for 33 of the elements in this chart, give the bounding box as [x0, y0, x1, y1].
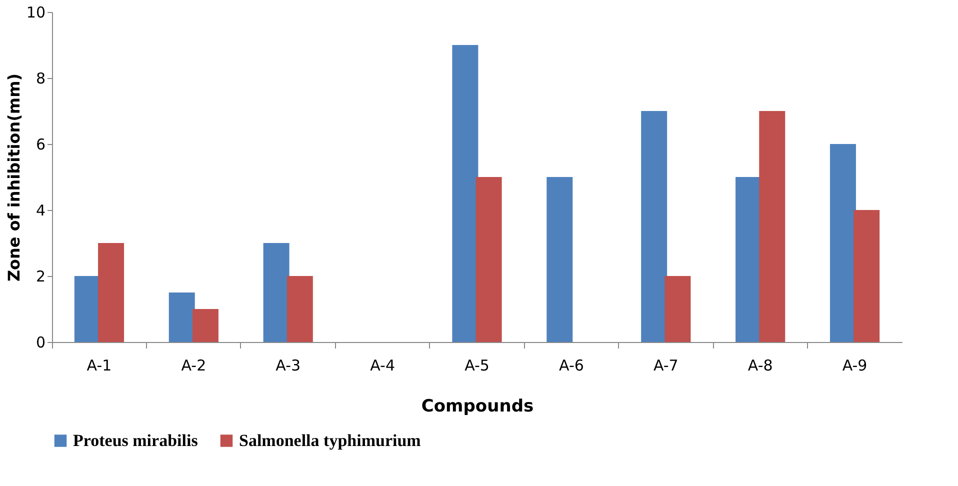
x-tick-label: A-8	[748, 356, 773, 374]
legend-label: Proteus mirabilis	[73, 430, 198, 450]
bar	[74, 276, 100, 342]
bar	[286, 276, 313, 342]
x-tick-label: A-4	[370, 356, 395, 374]
y-tick-label: 2	[36, 268, 46, 286]
x-tick-label: A-1	[86, 356, 112, 374]
bar	[168, 292, 195, 342]
x-tick-label: A-2	[181, 356, 206, 374]
x-tick-label: A-3	[276, 356, 301, 374]
bar	[830, 144, 856, 342]
bar	[759, 111, 786, 342]
x-axis-title: Compounds	[421, 396, 534, 416]
bar	[192, 309, 218, 342]
x-tick-label: A-9	[842, 356, 868, 374]
bar	[263, 243, 290, 342]
x-tick-label: A-6	[559, 356, 584, 374]
y-axis-title: Zone of inhibition(mm)	[4, 73, 24, 282]
y-tick-label: 4	[36, 202, 46, 220]
x-tick-label: A-5	[464, 356, 490, 374]
y-tick-label: 6	[36, 136, 46, 154]
bar	[664, 276, 691, 342]
y-tick-label: 0	[36, 334, 46, 352]
bar	[476, 177, 502, 342]
bar	[452, 45, 478, 342]
x-tick-label: A-7	[653, 356, 678, 374]
y-tick-label: 10	[26, 4, 46, 22]
bar	[98, 243, 124, 342]
y-tick-label: 8	[36, 70, 46, 88]
bar	[546, 177, 573, 342]
legend-label: Salmonella typhimurium	[239, 430, 421, 450]
bar	[641, 111, 668, 342]
bar	[854, 210, 880, 342]
